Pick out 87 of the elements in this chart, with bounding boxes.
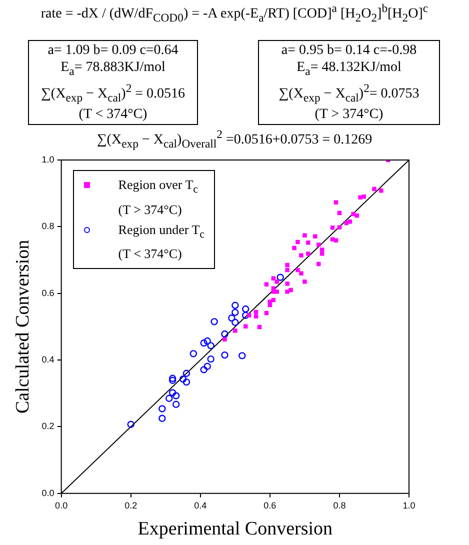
x-tick-label: 1.0 [402,500,416,510]
point [276,274,284,281]
point [264,282,269,286]
point [210,318,218,326]
point [246,313,252,318]
point [165,394,173,402]
point [337,225,342,230]
y-tick-label: 0.0 [42,488,54,498]
point [232,318,239,326]
point [274,290,279,294]
point [232,308,239,316]
point [232,302,239,309]
y-axis-title: Calculated Conversion [12,239,34,414]
y-tick-label: 0.4 [42,354,54,365]
point [182,370,190,377]
y-tick-label: 1.0 [42,154,54,164]
point [242,312,250,319]
point [204,362,211,370]
legend-label: Region over T$_{c}$ (T > 374°C) [118,176,198,219]
point [299,253,304,258]
point [172,392,180,400]
point [168,374,176,382]
y-tick-label: 0.8 [42,221,54,232]
point [358,195,362,200]
point [221,351,228,359]
point [271,276,276,280]
point [158,405,166,412]
point [320,252,324,256]
point [334,238,338,242]
x-tick-label: 0.2 [124,500,138,510]
point [242,305,250,313]
x-tick-label: 0.6 [264,500,276,510]
point [330,237,335,242]
point [288,288,293,292]
point [204,337,211,345]
point [243,324,248,328]
text: rate = -dX / (dW/dF$_{COD0}$) = -A exp(-E$_{a}$/RT) [COD]$^{a}$ [H$_{2}$O$_{2}$]$^{b}$[H$_{2}$O]$^{c}$ [40,2,428,24]
point [168,376,176,384]
point [334,200,338,204]
point [158,414,166,422]
point [285,262,290,268]
point [127,420,134,428]
point [299,271,304,276]
point [348,220,352,224]
x-axis-title: Experimental Conversion [138,518,333,540]
point [316,242,321,247]
x-tick-label: 0.4 [194,500,207,510]
point [274,280,279,284]
point [313,234,318,238]
point [302,280,307,284]
text: ∑(X$_{exp}$ − X$_{cal}$)$_{Overall}$$^{2}$ =0.0516+0.0753 = 0.1269 [96,128,374,150]
x-tick-label: 0.0 [55,500,68,510]
point [379,188,384,193]
y-tick-label: 0.6 [42,288,54,298]
point [168,389,176,396]
point [302,233,307,238]
point [296,240,300,244]
text: a= 1.09 b= 0.09 c=0.64 E$_{a}$= 78.883KJ/mol ∑(X$_{exp}$ − X$_{cal}$)$^{2}$ = 0.0516 (T < 374°C) [40,43,186,122]
point [354,214,359,218]
point [233,328,238,333]
point [330,226,335,230]
point [254,314,258,318]
point [362,194,366,199]
point [221,330,228,338]
point [285,268,290,272]
point [296,268,300,272]
point [207,342,214,350]
point [228,314,236,322]
point [292,246,296,250]
point [172,400,180,408]
point [306,252,310,256]
point [179,375,187,383]
point [200,366,208,374]
point [306,240,310,245]
point [238,352,246,360]
point [182,378,190,386]
x-tick-label: 0.8 [333,500,346,510]
point [285,282,290,286]
point [190,350,198,358]
point [200,339,208,347]
point [372,186,376,192]
point [285,290,290,294]
point [207,355,214,363]
text: Region under T$_{c}$ (T < 374°C) [118,222,204,262]
y-tick-label: 0.2 [42,421,54,432]
text: a= 0.95 b= 0.14 c=-0.98 E$_{a}$= 48.132KJ/mol ∑(X$_{exp}$ − X$_{cal}$)$^{2}$= 0.0753 (T > 374°C) [278,43,420,122]
point [222,337,227,342]
